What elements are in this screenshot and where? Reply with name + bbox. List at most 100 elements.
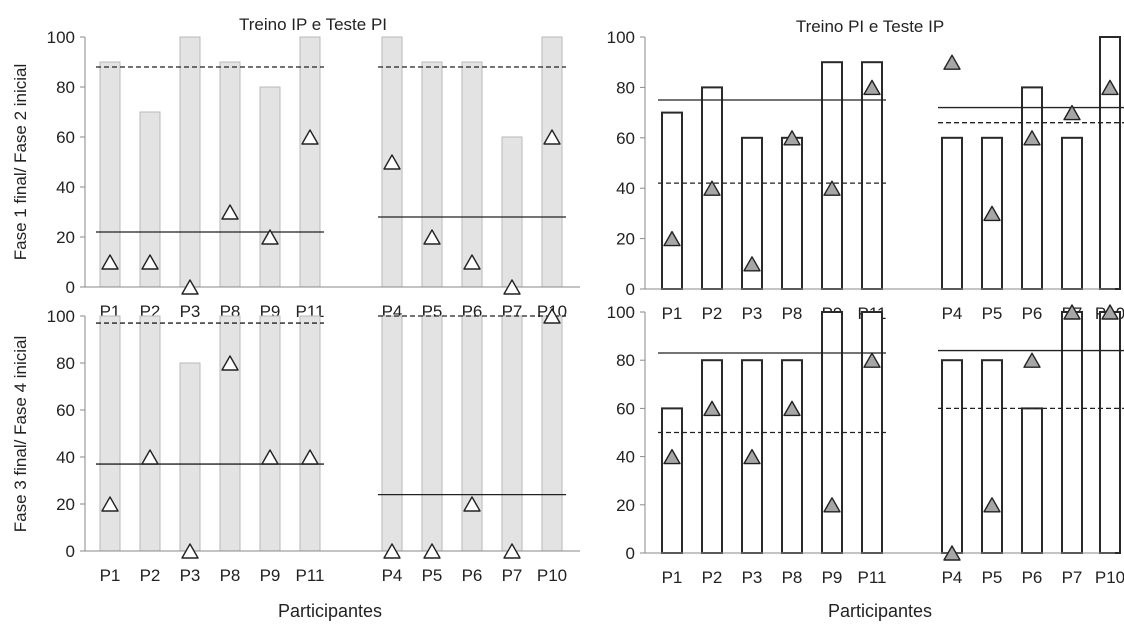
bar-p5: [421, 315, 443, 552]
triangle-marker-p1: [663, 230, 681, 247]
triangle-marker-p1: [101, 254, 119, 270]
triangle-marker-p7: [503, 543, 521, 559]
triangle-marker-p6: [1023, 352, 1041, 368]
y-axis-label-top: Fase 1 final/ Fase 2 inicial: [11, 64, 30, 261]
bar-p11: [299, 36, 321, 288]
bar-p1: [661, 111, 683, 290]
panels: Treino IP e Teste PI 0 20 40 60 80 100 P1 P2 P3 P8…: [47, 15, 1124, 587]
triangle-marker-p1: [101, 496, 119, 512]
triangle-marker-p6: [463, 496, 481, 512]
y-tick-label: 0: [626, 280, 635, 299]
triangle-marker-p4: [943, 54, 961, 70]
bar-p8: [219, 61, 241, 288]
triangle-marker-p8: [221, 355, 239, 371]
bar-p2: [701, 359, 723, 555]
triangle-marker-p7: [1063, 304, 1081, 320]
triangle-marker-p6: [463, 254, 481, 270]
y-tick-label: 40: [56, 178, 75, 197]
bar-p4: [941, 136, 963, 290]
triangle-marker-p4: [943, 545, 961, 561]
x-tick-label: P5: [982, 568, 1003, 587]
chart-title: Treino IP e Teste PI: [239, 15, 387, 34]
x-tick-label: P9: [822, 568, 843, 587]
triangle-marker-p5: [983, 205, 1001, 222]
triangle-marker-p6: [1023, 130, 1041, 146]
bar-p4: [381, 315, 403, 552]
triangle-marker-p11: [863, 79, 881, 96]
x-tick-label: P8: [782, 304, 803, 323]
triangle-marker-p2: [703, 180, 721, 196]
x-tick-label: P10: [1095, 568, 1124, 587]
triangle-marker-p10: [1101, 79, 1119, 96]
x-tick-label: P3: [742, 568, 763, 587]
bar-p7: [501, 136, 523, 288]
triangle-marker-p2: [703, 400, 721, 417]
x-tick-label: P1: [662, 568, 683, 587]
x-tick-label: P5: [982, 304, 1003, 323]
y-tick-label: 0: [66, 278, 75, 297]
triangle-marker-p8: [221, 204, 239, 220]
y-tick-label: 100: [607, 303, 635, 322]
triangle-marker-p2: [141, 254, 159, 270]
x-tick-label: P8: [220, 566, 241, 585]
x-tick-label: P4: [382, 566, 403, 585]
triangle-marker-p9: [823, 180, 841, 196]
triangle-marker-p9: [261, 229, 279, 245]
chart-panel-bottom-right: 0 20 40 60 80 100 P1 P2 P3 P8 P9 P11 P4 P5 P6 P7 P10: [607, 303, 1124, 587]
triangle-marker-p7: [503, 279, 521, 295]
bar-p7: [501, 315, 523, 552]
x-tick-label: P1: [662, 304, 683, 323]
bar-p7: [1061, 136, 1083, 290]
triangle-marker-p3: [181, 279, 199, 295]
bar-p9: [821, 61, 843, 291]
triangle-marker-p8: [783, 400, 801, 417]
bar-p9: [259, 315, 281, 552]
y-tick-label: 80: [56, 78, 75, 97]
x-tick-label: P4: [942, 304, 963, 323]
bar-p6: [1021, 407, 1043, 554]
bar-p10: [1099, 311, 1121, 554]
bar-p11: [299, 315, 321, 552]
bar-p10: [541, 315, 563, 552]
x-tick-label: P11: [296, 566, 325, 585]
bar-p3: [179, 362, 201, 552]
triangle-marker-p3: [743, 448, 761, 465]
x-tick-label: P2: [702, 304, 723, 323]
bar-p7: [1061, 311, 1083, 554]
y-tick-label: 20: [616, 496, 635, 515]
x-tick-label: P11: [858, 568, 887, 587]
triangle-marker-p10: [543, 129, 561, 145]
y-tick-label: 60: [616, 129, 635, 148]
y-tick-label: 40: [616, 179, 635, 198]
x-tick-label: P8: [782, 568, 803, 587]
x-axis-label-left: Participantes: [278, 601, 382, 621]
bar-p8: [219, 315, 241, 552]
triangle-marker-p5: [983, 497, 1001, 513]
x-tick-label: P3: [742, 304, 763, 323]
bar-p1: [99, 315, 121, 552]
triangle-marker-p4: [383, 543, 401, 559]
y-tick-label: 80: [616, 78, 635, 97]
y-tick-label: 100: [607, 28, 635, 47]
y-tick-label: 60: [56, 128, 75, 147]
bar-p1: [661, 407, 683, 554]
bar-p5: [981, 359, 1003, 555]
chart-title: Treino PI e Teste IP: [796, 17, 944, 36]
y-tick-label: 0: [626, 544, 635, 563]
bar-p11: [861, 61, 883, 291]
y-tick-label: 100: [47, 307, 75, 326]
x-tick-label: P3: [180, 302, 201, 321]
bar-p6: [461, 61, 483, 288]
x-tick-label: P7: [502, 566, 523, 585]
y-axis-label-bottom: Fase 3 final/ Fase 4 inicial: [11, 336, 30, 533]
y-tick-label: 80: [616, 351, 635, 370]
y-tick-label: 100: [47, 28, 75, 47]
triangle-marker-p7: [1063, 104, 1081, 121]
triangle-marker-p11: [301, 449, 319, 465]
triangle-marker-p3: [743, 256, 761, 272]
bar-p10: [541, 36, 563, 288]
y-tick-label: 40: [56, 448, 75, 467]
triangle-marker-p9: [823, 497, 841, 513]
triangle-marker-p8: [783, 130, 801, 146]
